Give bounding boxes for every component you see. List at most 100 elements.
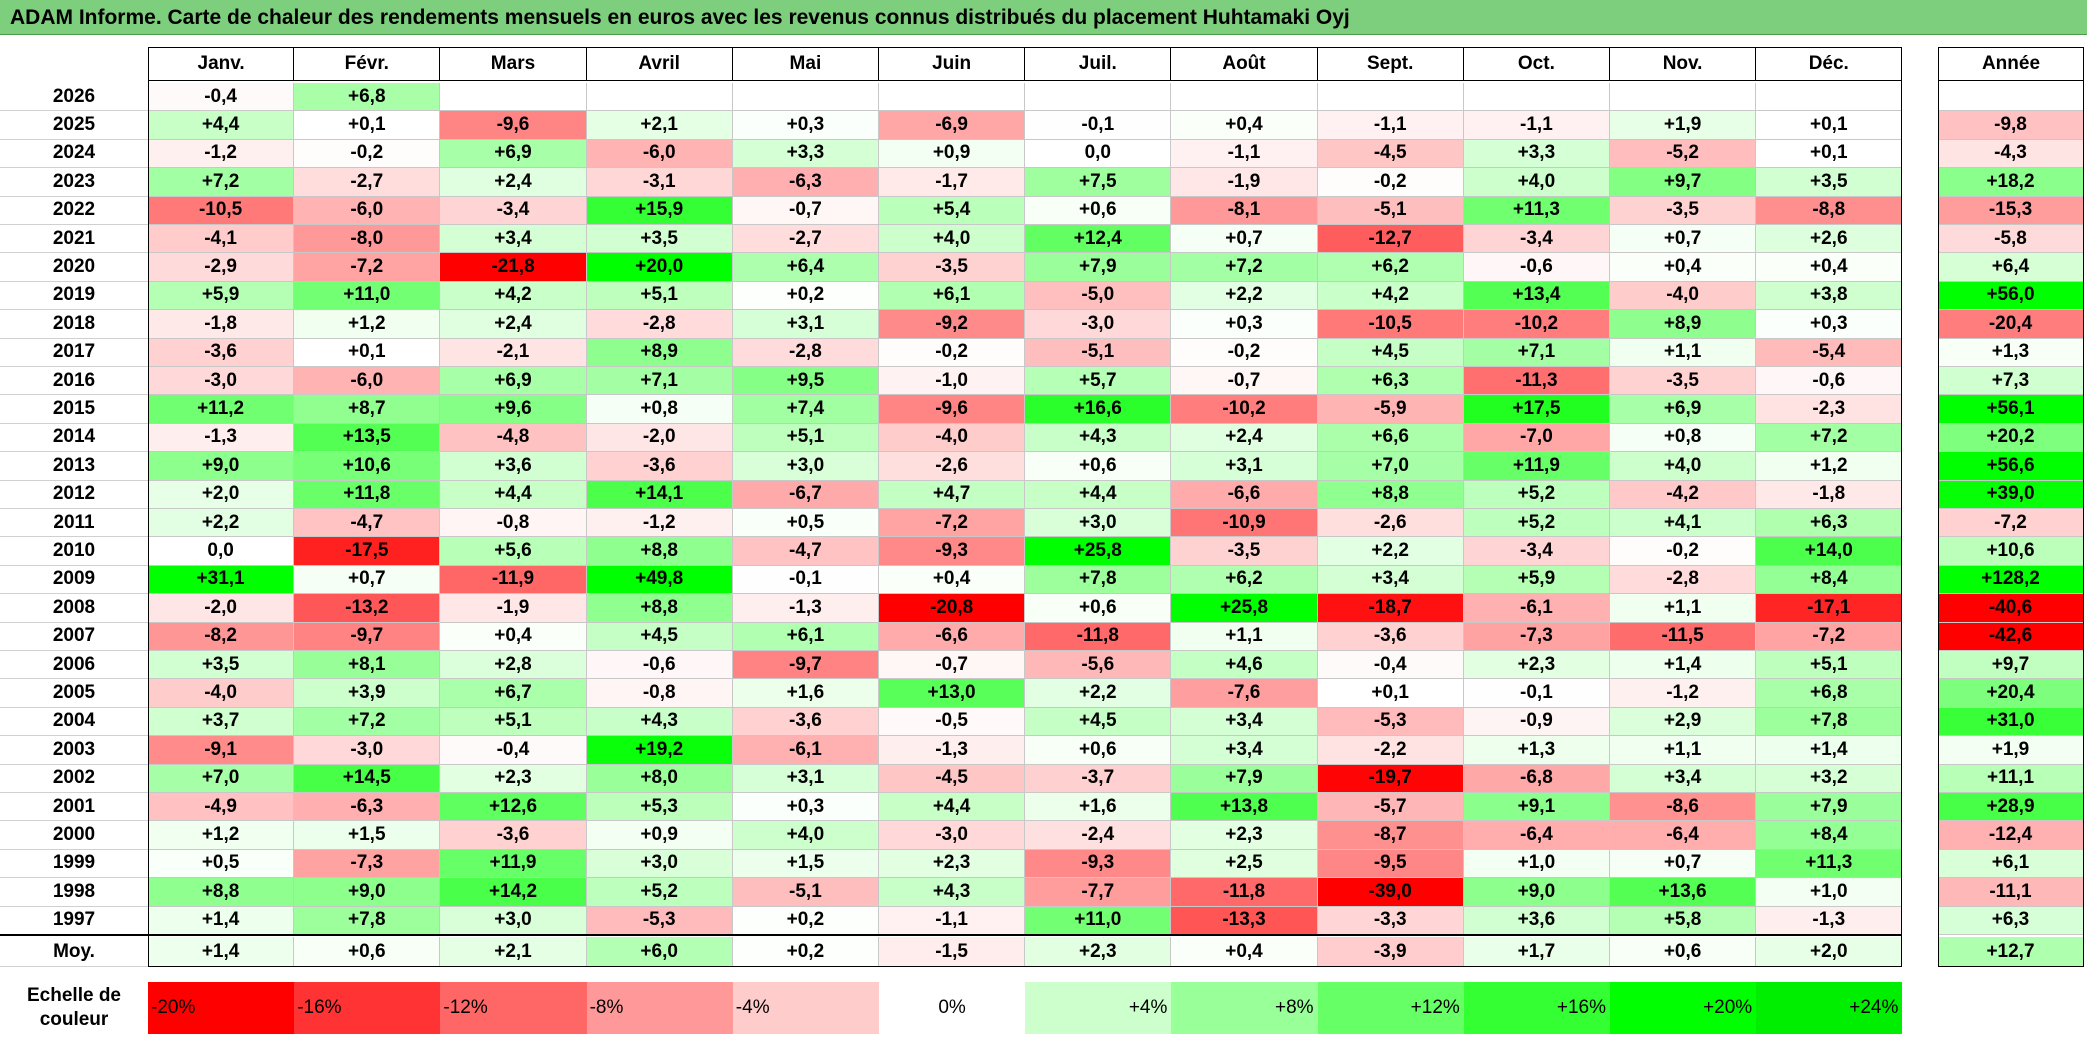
heatmap-cell: -19,7 [1317,764,1464,793]
heatmap-cell: +11,3 [1756,849,1903,879]
annual-cell: -20,4 [1938,310,2084,339]
heatmap-cell: +3,7 [148,707,295,737]
heatmap-cell: -11,3 [1463,367,1610,396]
average-cell: +2,0 [1756,937,1903,967]
heatmap-cell: +2,3 [440,764,587,793]
heatmap-cell: +5,6 [440,537,587,566]
month-header: Déc. [1756,47,1903,81]
year-label: 2021 [0,225,148,254]
heatmap-cell: +1,4 [1610,651,1757,680]
heatmap-cell: +11,0 [294,281,441,311]
annual-cell: +18,2 [1938,168,2084,197]
heatmap-cell: -9,6 [440,111,587,140]
heatmap-cell: +6,7 [440,679,587,708]
color-scale-swatch: +4% [1025,982,1172,1034]
year-label: 2020 [0,253,148,282]
heatmap-cell: +0,6 [1025,196,1172,225]
heatmap-cell: -7,6 [1171,679,1318,708]
heatmap-cell: -1,3 [732,594,879,623]
heatmap-cell: +7,9 [1025,253,1172,282]
heatmap-cell: +25,8 [1171,594,1318,623]
average-cell: -3,9 [1317,937,1464,967]
heatmap-cell: +5,2 [1463,480,1610,509]
annual-cell: +56,1 [1938,395,2084,424]
heatmap-cell: -2,4 [1025,821,1172,850]
heatmap-cell: +1,6 [1025,793,1172,822]
heatmap-cell: +4,0 [732,821,879,850]
heatmap-cell: +0,3 [732,111,879,140]
heatmap-cell: -0,2 [879,338,1026,367]
year-label: 2008 [0,594,148,623]
heatmap-cell [732,83,879,112]
color-scale-swatch: -12% [440,982,587,1034]
heatmap-cell: -4,5 [879,764,1026,793]
heatmap-cell: -4,0 [879,423,1026,453]
heatmap-cell: -11,9 [440,565,587,595]
heatmap-cell: -17,5 [294,537,441,566]
heatmap-cell: -1,9 [1171,168,1318,197]
heatmap-cell: +9,1 [1463,793,1610,822]
heatmap-cell: -5,4 [1756,338,1903,367]
heatmap-cell: +3,3 [732,139,879,169]
heatmap-cell: +7,1 [1463,338,1610,367]
year-label: 2014 [0,424,148,453]
heatmap-cell: -1,3 [148,423,295,453]
heatmap-cell: +2,2 [1025,679,1172,708]
heatmap-cell: +2,1 [586,111,733,140]
heatmap-cell: +3,3 [1463,139,1610,169]
heatmap-cell: +5,1 [586,281,733,311]
heatmap-cell: +2,9 [1610,707,1757,737]
year-label: 2019 [0,282,148,311]
heatmap-cell: +16,6 [1025,395,1172,424]
heatmap-cell: -7,3 [294,849,441,879]
heatmap-cell: +13,8 [1171,793,1318,822]
year-label: 2010 [0,537,148,566]
month-header: Nov. [1610,47,1757,81]
heatmap-cell: +6,9 [440,367,587,396]
heatmap-cell: +8,8 [1317,480,1464,509]
year-label: 1998 [0,878,148,907]
heatmap-cell [1756,83,1903,112]
heatmap-cell: +7,9 [1171,764,1318,793]
heatmap-cell: -4,5 [1317,139,1464,169]
average-cell: +1,4 [148,937,295,967]
heatmap-cell: +11,3 [1463,196,1610,225]
heatmap-cell: -2,0 [586,423,733,453]
heatmap-cell: -1,0 [879,367,1026,396]
heatmap-cell: +0,8 [1610,423,1757,453]
heatmap-cell: +0,4 [440,622,587,651]
heatmap-cell: -3,0 [148,367,295,396]
heatmap-cell: -4,9 [148,793,295,822]
heatmap-cell: +6,3 [1756,509,1903,538]
heatmap-cell: -0,8 [586,679,733,708]
heatmap-cell: +3,1 [732,310,879,339]
heatmap-cell: -1,1 [1171,139,1318,169]
heatmap-cell: -0,1 [1463,679,1610,708]
annual-cell: -9,8 [1938,111,2084,140]
heatmap-cell: -6,0 [294,367,441,396]
heatmap-cell: -0,6 [1463,253,1610,282]
heatmap-cell: +9,6 [440,395,587,424]
month-header: Juin [879,47,1026,81]
heatmap-cell [1025,83,1172,112]
heatmap-cell: +6,4 [732,253,879,282]
heatmap-cell: -20,8 [879,594,1026,623]
heatmap-cell: +5,8 [1610,906,1757,935]
heatmap-cell: +1,2 [148,821,295,850]
heatmap-cell: +12,4 [1025,225,1172,254]
heatmap-cell: +0,7 [1610,849,1757,879]
heatmap-cell: -0,2 [1317,168,1464,197]
color-scale-swatch: -4% [732,982,879,1034]
heatmap-cell: +2,6 [1756,225,1903,254]
heatmap-cell: +2,2 [1317,537,1464,566]
heatmap-cell: +11,9 [440,849,587,879]
heatmap-cell: +0,4 [1171,111,1318,140]
heatmap-cell: +1,0 [1463,849,1610,879]
heatmap-cell: +0,5 [148,849,295,879]
heatmap-cell: -9,7 [294,622,441,651]
color-scale-label: Echelle de couleur [27,985,121,1030]
heatmap-cell [586,83,733,112]
color-scale-swatch: +20% [1610,982,1757,1034]
heatmap-cell: -10,2 [1463,310,1610,339]
heatmap-cell: +6,8 [294,83,441,112]
